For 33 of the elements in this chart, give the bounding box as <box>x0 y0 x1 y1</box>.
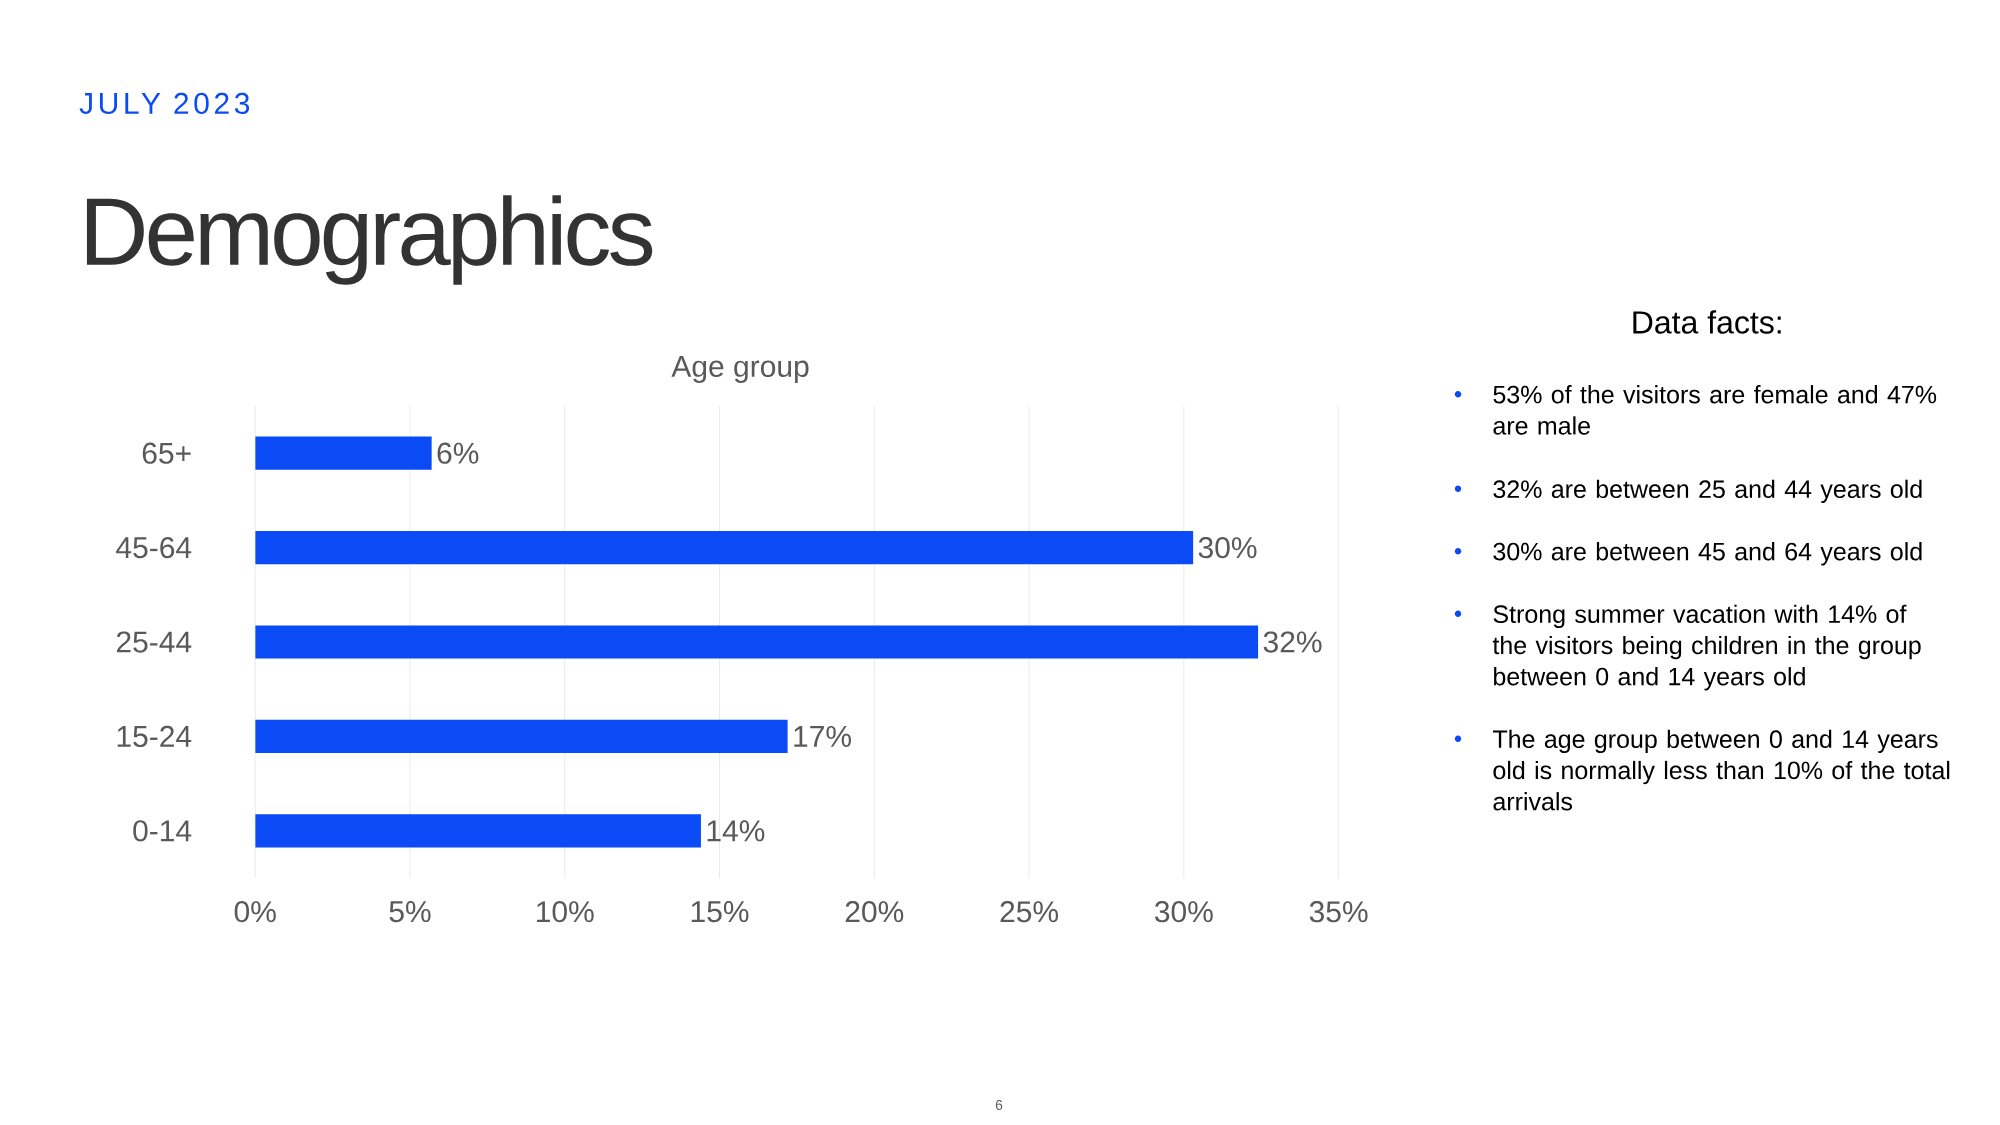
x-tick-label: 35% <box>1309 901 1368 923</box>
y-tick-label: 15-24 <box>117 725 192 748</box>
bar <box>255 814 701 848</box>
data-label: 17% <box>794 725 851 747</box>
text: 30% are between 45 and 64 years old <box>1493 542 1922 566</box>
data-label: 30% <box>1198 536 1257 559</box>
text: 53% of the visitors are female and 47% are male <box>1493 385 1937 435</box>
x-tick-label: 25% <box>1000 901 1059 923</box>
y-tick-label: 25-44 <box>116 631 192 653</box>
x-tick-label: 30% <box>1154 901 1213 923</box>
bar <box>255 625 1259 659</box>
x-tick-label: 15% <box>691 901 749 923</box>
x-tick-label: 5% <box>389 901 431 923</box>
text: Strong summer vacation with 14% of the visitors being children in the group between 0 and 14 years old <box>1492 604 1921 691</box>
chart-subtitle: JULY 2023 <box>79 92 250 115</box>
bar <box>255 531 1194 565</box>
text: 6 <box>995 1100 1003 1110</box>
y-axis-title: Age group <box>671 356 809 383</box>
y-tick-label: 0-14 <box>133 820 192 842</box>
data-label: 6% <box>437 442 479 464</box>
x-tick-label: 20% <box>845 901 904 923</box>
data-label: 14% <box>707 820 765 842</box>
text: 32% are between 25 and 44 years old <box>1493 479 1922 503</box>
x-tick-label: 0% <box>234 901 276 923</box>
chart-title: Demographics <box>86 195 653 285</box>
data-label: 32% <box>1263 631 1322 653</box>
y-tick-label: 65+ <box>142 442 191 464</box>
bar <box>255 719 788 754</box>
text: The age group between 0 and 14 years old is normally less than 10% of the total arrivals <box>1492 729 1950 811</box>
y-tick-label: 45-64 <box>116 536 192 559</box>
bar <box>255 436 432 470</box>
x-tick-label: 10% <box>537 901 594 923</box>
text: Data facts: <box>1633 310 1781 334</box>
